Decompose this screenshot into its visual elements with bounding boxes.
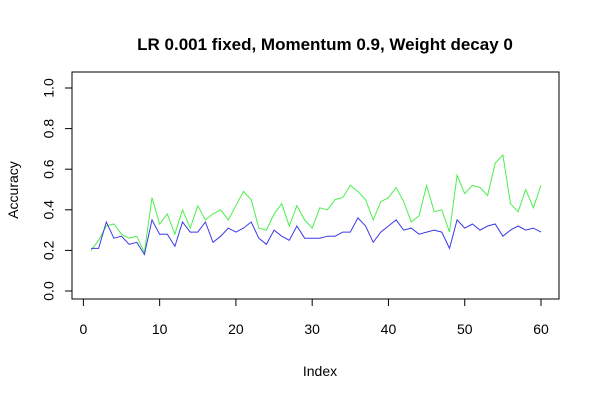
y-axis: 0.0 0.2 0.4 0.6 0.8 1.0 bbox=[41, 78, 73, 301]
x-tick-label: 60 bbox=[533, 321, 549, 337]
x-tick-label: 10 bbox=[152, 321, 168, 337]
chart-title: LR 0.001 fixed, Momentum 0.9, Weight dec… bbox=[137, 35, 513, 54]
y-tick-label: 0.4 bbox=[41, 200, 57, 220]
y-tick-label: 0.8 bbox=[41, 119, 57, 139]
y-tick-label: 1.0 bbox=[41, 78, 57, 98]
x-tick-label: 0 bbox=[79, 321, 87, 337]
y-axis-label: Accuracy bbox=[5, 161, 21, 219]
x-axis: 0 10 20 30 40 50 60 bbox=[79, 298, 549, 337]
plot-frame bbox=[71, 71, 560, 300]
x-tick-label: 30 bbox=[304, 321, 320, 337]
y-tick-label: 0.0 bbox=[41, 281, 57, 301]
x-axis-label: Index bbox=[303, 363, 337, 379]
x-tick-label: 50 bbox=[457, 321, 473, 337]
x-tick-label: 40 bbox=[381, 321, 397, 337]
y-tick-label: 0.6 bbox=[41, 159, 57, 179]
series-line-2 bbox=[91, 217, 542, 256]
series-line-1 bbox=[90, 153, 542, 255]
x-tick-label: 20 bbox=[228, 321, 244, 337]
y-tick-label: 0.2 bbox=[41, 240, 57, 260]
series-layer bbox=[90, 153, 542, 256]
